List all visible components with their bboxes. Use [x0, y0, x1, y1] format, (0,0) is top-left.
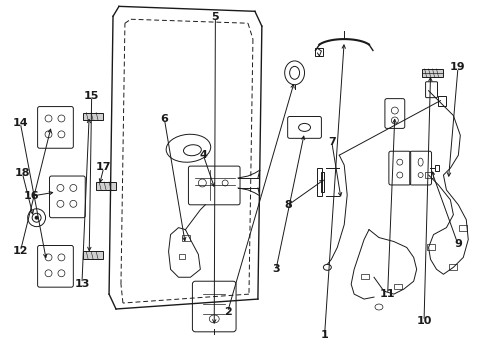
- Text: 15: 15: [84, 91, 99, 101]
- Bar: [434, 165, 439, 171]
- Text: 14: 14: [13, 118, 28, 128]
- Text: 16: 16: [24, 191, 40, 201]
- Text: 6: 6: [160, 114, 168, 124]
- Bar: [83, 113, 103, 121]
- Bar: [424, 172, 432, 178]
- Text: 12: 12: [13, 247, 28, 256]
- Text: 2: 2: [223, 307, 231, 317]
- Bar: [438, 96, 446, 105]
- Text: 17: 17: [96, 162, 111, 172]
- Bar: [321, 172, 324, 192]
- Text: 18: 18: [15, 168, 30, 178]
- Bar: [426, 244, 434, 251]
- Bar: [393, 284, 401, 289]
- Text: 7: 7: [327, 138, 335, 148]
- Bar: [421, 69, 443, 77]
- Bar: [317, 168, 322, 196]
- Ellipse shape: [35, 216, 39, 220]
- Bar: [448, 264, 456, 270]
- Bar: [315, 48, 323, 56]
- Bar: [182, 235, 190, 240]
- Text: 8: 8: [284, 200, 291, 210]
- Text: 3: 3: [272, 264, 279, 274]
- Text: 11: 11: [379, 289, 395, 299]
- Bar: [178, 255, 185, 260]
- Text: 4: 4: [199, 150, 207, 160]
- Text: 9: 9: [453, 239, 461, 249]
- Bar: [96, 182, 116, 190]
- Text: 10: 10: [415, 316, 431, 326]
- Text: 5: 5: [211, 13, 219, 22]
- Text: 1: 1: [320, 330, 328, 341]
- Text: 13: 13: [74, 279, 89, 289]
- Bar: [83, 251, 103, 260]
- Bar: [360, 274, 368, 279]
- Text: 19: 19: [449, 63, 465, 72]
- Bar: [458, 225, 467, 231]
